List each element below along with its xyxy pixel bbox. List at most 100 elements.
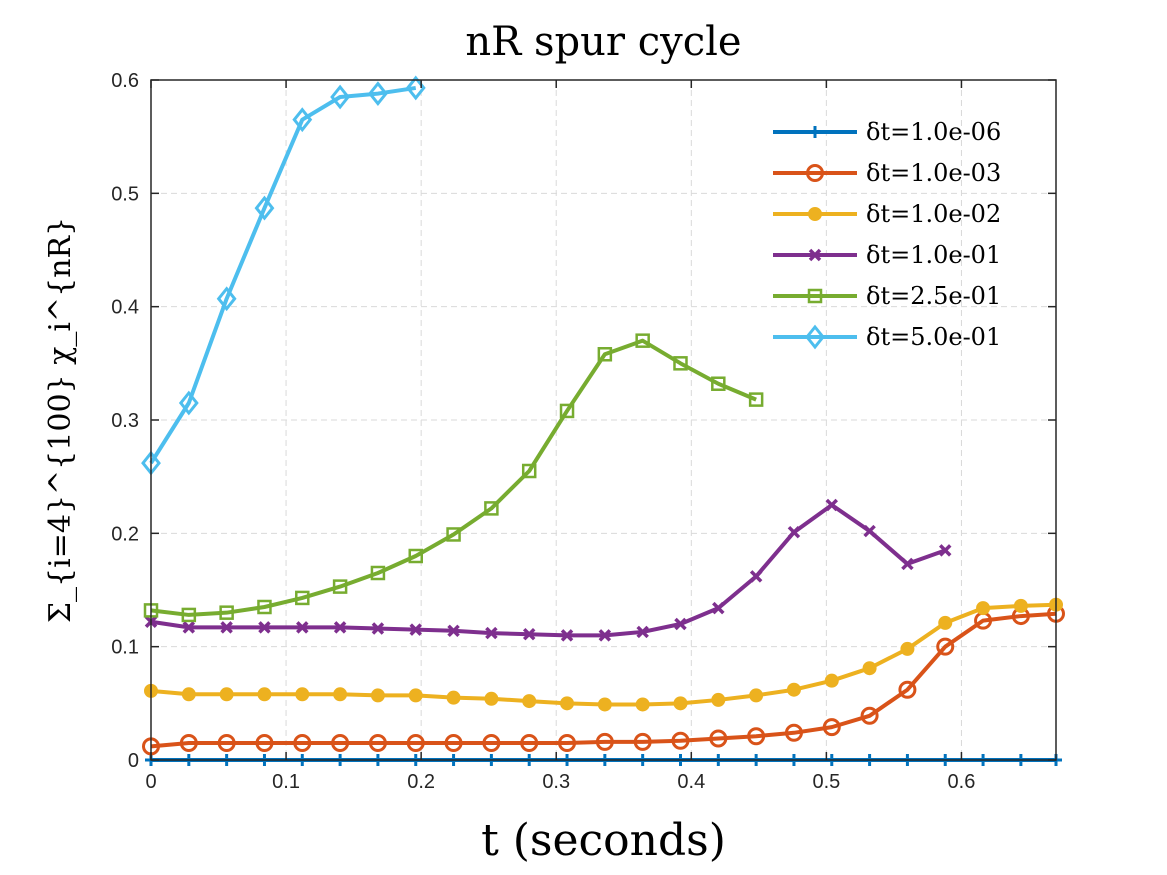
- data-point: [936, 637, 955, 656]
- data-point: [446, 690, 461, 705]
- x-tick-label: 0.1: [272, 771, 300, 793]
- legend-entry: δt=2.5e-01: [773, 282, 1001, 310]
- data-point: [371, 622, 385, 635]
- data-point: [257, 599, 272, 615]
- legend-label: δt=5.0e-01: [866, 323, 1001, 351]
- y-tick-label: 0.1: [111, 637, 139, 659]
- data-point: [749, 688, 764, 703]
- data-point: [635, 333, 650, 348]
- data-point: [257, 687, 272, 702]
- legend-label: δt=1.0e-06: [866, 118, 1001, 146]
- data-point: [595, 732, 614, 751]
- data-point: [370, 565, 386, 581]
- data-point: [292, 107, 313, 133]
- data-point: [521, 463, 537, 479]
- data-point: [808, 207, 822, 221]
- series-line: [150, 611, 1057, 749]
- data-point: [787, 525, 801, 539]
- data-point: [806, 164, 824, 182]
- data-point: [901, 557, 914, 571]
- data-point: [444, 734, 463, 752]
- data-point: [808, 248, 822, 262]
- x-tick-label: 0.2: [407, 771, 435, 793]
- y-tick-label: 0.5: [111, 183, 139, 205]
- data-point: [181, 607, 197, 623]
- x-tick-label: 0.4: [677, 771, 705, 793]
- data-point: [254, 195, 275, 221]
- data-point: [711, 692, 726, 707]
- data-point: [482, 734, 501, 752]
- legend-label: δt=1.0e-03: [866, 159, 1001, 187]
- data-point: [484, 691, 499, 706]
- data-point: [900, 641, 915, 656]
- data-point: [671, 731, 690, 750]
- chart-title: nR spur cycle: [465, 19, 741, 65]
- data-point: [862, 661, 877, 676]
- legend-entry: δt=5.0e-01: [773, 323, 1001, 351]
- data-point: [898, 680, 917, 699]
- data-point: [447, 624, 460, 638]
- data-point: [331, 734, 350, 752]
- data-point: [179, 734, 198, 752]
- data-point: [409, 623, 422, 636]
- data-point: [484, 501, 499, 516]
- data-point: [330, 84, 351, 110]
- data-point: [258, 621, 271, 634]
- series-3: [144, 498, 952, 642]
- data-point: [1013, 598, 1028, 613]
- data-point: [295, 687, 310, 702]
- data-point: [824, 673, 839, 688]
- data-point: [748, 392, 764, 407]
- legend-label: δt=1.0e-02: [866, 200, 1001, 228]
- y-tick-label: 0.2: [111, 523, 139, 545]
- data-point: [673, 696, 688, 711]
- y-tick-label: 0.3: [111, 410, 139, 432]
- data-point: [712, 601, 725, 615]
- data-point: [635, 697, 650, 712]
- data-point: [822, 718, 841, 737]
- data-point: [711, 376, 726, 391]
- data-point: [786, 682, 801, 697]
- data-point: [784, 723, 803, 742]
- data-point: [598, 629, 612, 642]
- x-tick-label: 0.3: [542, 771, 570, 793]
- legend-entry: δt=1.0e-01: [773, 241, 1001, 269]
- data-point: [560, 629, 574, 642]
- y-tick-label: 0.4: [111, 297, 139, 319]
- data-point: [217, 734, 236, 752]
- data-point: [178, 390, 199, 416]
- data-point: [406, 734, 425, 752]
- data-point: [520, 734, 539, 752]
- data-point: [216, 286, 237, 312]
- series-line: [150, 503, 946, 638]
- data-point: [333, 621, 347, 634]
- y-axis-label: Σ_{i=4}^{100} χ_i^{nR}: [43, 217, 78, 623]
- x-axis-label: t (seconds): [481, 815, 726, 866]
- data-point: [809, 126, 821, 138]
- data-point: [408, 688, 423, 703]
- data-point: [709, 729, 728, 748]
- legend-entry: δt=1.0e-06: [773, 118, 1001, 146]
- data-point: [636, 625, 649, 639]
- data-point: [976, 601, 991, 616]
- y-tick-label: 0.6: [111, 70, 139, 92]
- x-tick-label: 0.6: [948, 771, 976, 793]
- data-point: [220, 621, 233, 634]
- data-point: [939, 544, 952, 557]
- data-point: [522, 627, 536, 641]
- data-point: [293, 734, 312, 752]
- data-point: [597, 347, 613, 362]
- legend-entry: δt=1.0e-03: [773, 159, 1001, 187]
- data-point: [182, 621, 196, 634]
- data-point: [938, 615, 953, 630]
- x-tick-label: 0.5: [812, 771, 840, 793]
- data-point: [560, 696, 575, 711]
- data-point: [749, 570, 763, 583]
- data-point: [368, 81, 388, 107]
- y-tick-label: 0: [128, 750, 139, 772]
- axis-ticks: 0 0.1 0.2 0.3 0.4 0.5 0.6 0 0.1 0.2 0.3 0.4 0.5 0.6: [111, 70, 1056, 793]
- data-point: [368, 734, 387, 752]
- data-point: [522, 694, 537, 709]
- data-point: [825, 498, 839, 512]
